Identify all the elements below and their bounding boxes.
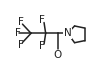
Text: F: F	[18, 40, 23, 50]
Text: N: N	[64, 28, 72, 38]
Text: O: O	[54, 50, 62, 60]
Text: F: F	[39, 41, 45, 51]
Text: F: F	[15, 28, 21, 38]
Text: F: F	[18, 17, 23, 27]
Text: F: F	[39, 15, 45, 25]
